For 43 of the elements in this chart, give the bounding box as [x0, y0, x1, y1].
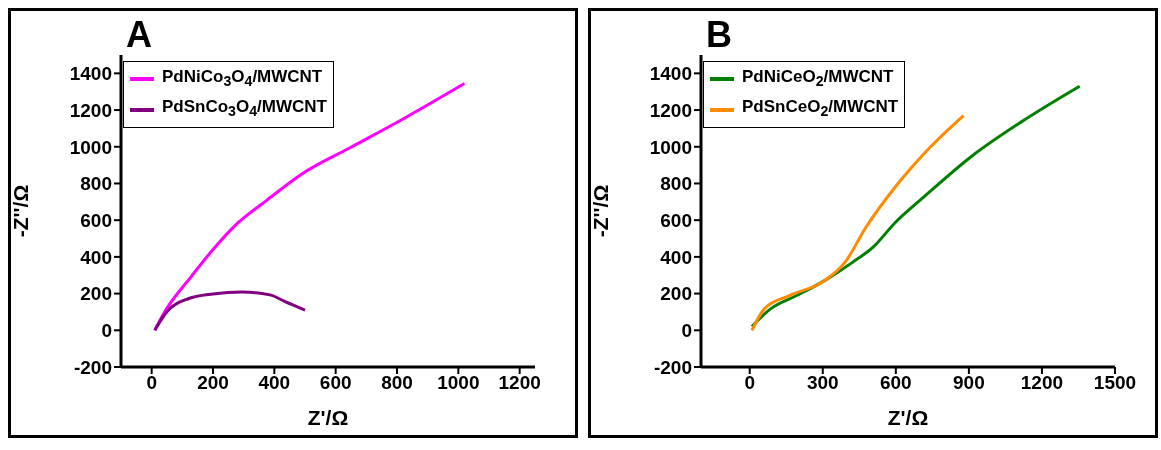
x-axis-title: Z'/Ω	[887, 406, 929, 429]
y-tick-label: 1200	[69, 99, 112, 121]
y-tick-label: 1400	[69, 63, 112, 85]
y-tick-label: 0	[681, 320, 692, 342]
x-tick-label: 600	[319, 372, 352, 394]
y-tick-label: 800	[80, 173, 112, 195]
x-axis-title: Z'/Ω	[307, 406, 349, 429]
x-tick-label: 1200	[1020, 372, 1064, 394]
y-tick-label: 200	[80, 283, 112, 305]
x-tick-label: 0	[744, 372, 755, 394]
x-tick-label: 300	[806, 372, 839, 394]
y-tick-label: 0	[101, 320, 112, 342]
x-tick-label: 1200	[498, 372, 541, 394]
y-tick-label: 400	[80, 246, 112, 268]
x-tick-label: 800	[381, 372, 413, 394]
y-tick-label: 600	[80, 209, 112, 231]
x-tick-label: 1500	[1093, 372, 1137, 394]
y-tick-label: 400	[660, 246, 692, 268]
y-axis-title: -Z''/Ω	[9, 184, 33, 238]
x-tick-label: 600	[879, 372, 912, 394]
x-tick-label: 400	[258, 372, 291, 394]
y-tick-label: 1200	[649, 99, 692, 121]
y-tick-label: -200	[653, 356, 692, 378]
y-tick-label: 1400	[649, 63, 692, 85]
y-tick-label: 1000	[69, 136, 112, 158]
legend-label: PdSnCo$_{3}$O$_{4}$/MWCNT	[162, 96, 327, 122]
x-tick-label: 200	[197, 372, 229, 394]
y-axis-title: -Z''/Ω	[589, 184, 613, 238]
annotation: B	[706, 14, 732, 55]
legend-label: PdSnCeO$_{2}$/MWCNT	[742, 96, 899, 122]
y-tick-label: 1000	[649, 136, 692, 158]
x-tick-label: 900	[953, 372, 985, 394]
line-series	[153, 290, 307, 332]
y-tick-label: 800	[660, 173, 692, 195]
y-tick-label: -200	[73, 356, 112, 378]
y-tick-label: 200	[660, 283, 692, 305]
legend-label: PdNiCeO$_{2}$/MWCNT	[742, 66, 894, 92]
y-tick-label: 600	[660, 209, 692, 231]
legend-label: PdNiCo$_{3}$O$_{4}$/MWCNT	[162, 66, 323, 92]
line-series	[750, 114, 966, 332]
x-tick-label: 0	[146, 372, 157, 394]
x-tick-label: 1000	[437, 372, 480, 394]
annotation: A	[126, 14, 152, 55]
